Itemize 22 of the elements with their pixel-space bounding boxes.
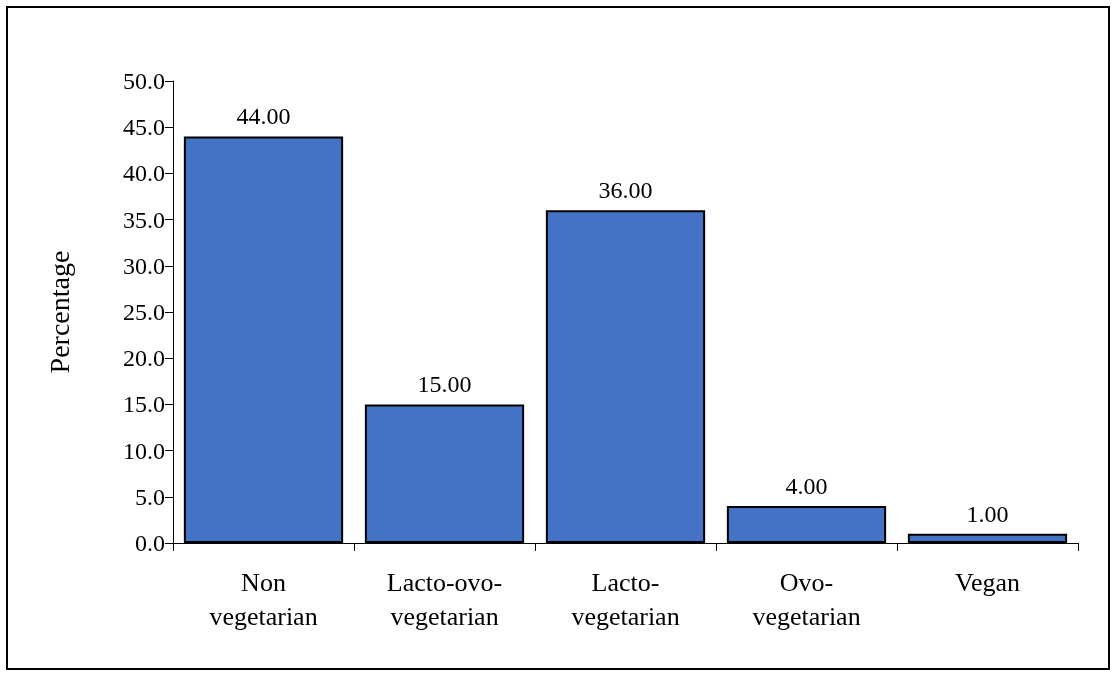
- y-tick-label: 50.0: [123, 68, 165, 94]
- data-label: 36.00: [598, 177, 653, 204]
- y-tick-label: 25.0: [123, 299, 165, 325]
- y-tick-label: 20.0: [123, 345, 165, 372]
- y-tick-label: 35.0: [123, 206, 165, 233]
- y-tick-label: 5.0: [135, 483, 165, 510]
- y-tick-label: 40.0: [123, 160, 165, 187]
- y-tick-label: 15.0: [123, 391, 165, 418]
- y-tick-label: 0.0: [135, 530, 165, 556]
- data-label: 1.00: [966, 500, 1009, 527]
- y-tick-label: 30.0: [123, 252, 165, 279]
- x-tick-label: Non vegetarian: [209, 567, 318, 631]
- data-label: 44.00: [236, 103, 291, 130]
- data-label: 4.00: [785, 473, 828, 500]
- x-tick-label: Lacto-ovo- vegetarian: [386, 567, 503, 631]
- y-tick-label: 45.0: [123, 114, 165, 141]
- x-tick-label: Ovo- vegetarian: [752, 567, 861, 631]
- y-axis-title: Percentage: [43, 250, 75, 374]
- y-tick-label: 10.0: [123, 437, 165, 464]
- x-tick-label: Lacto- vegetarian: [571, 567, 680, 631]
- x-tick-label: Vegan: [955, 567, 1020, 597]
- data-label: 15.00: [417, 371, 472, 398]
